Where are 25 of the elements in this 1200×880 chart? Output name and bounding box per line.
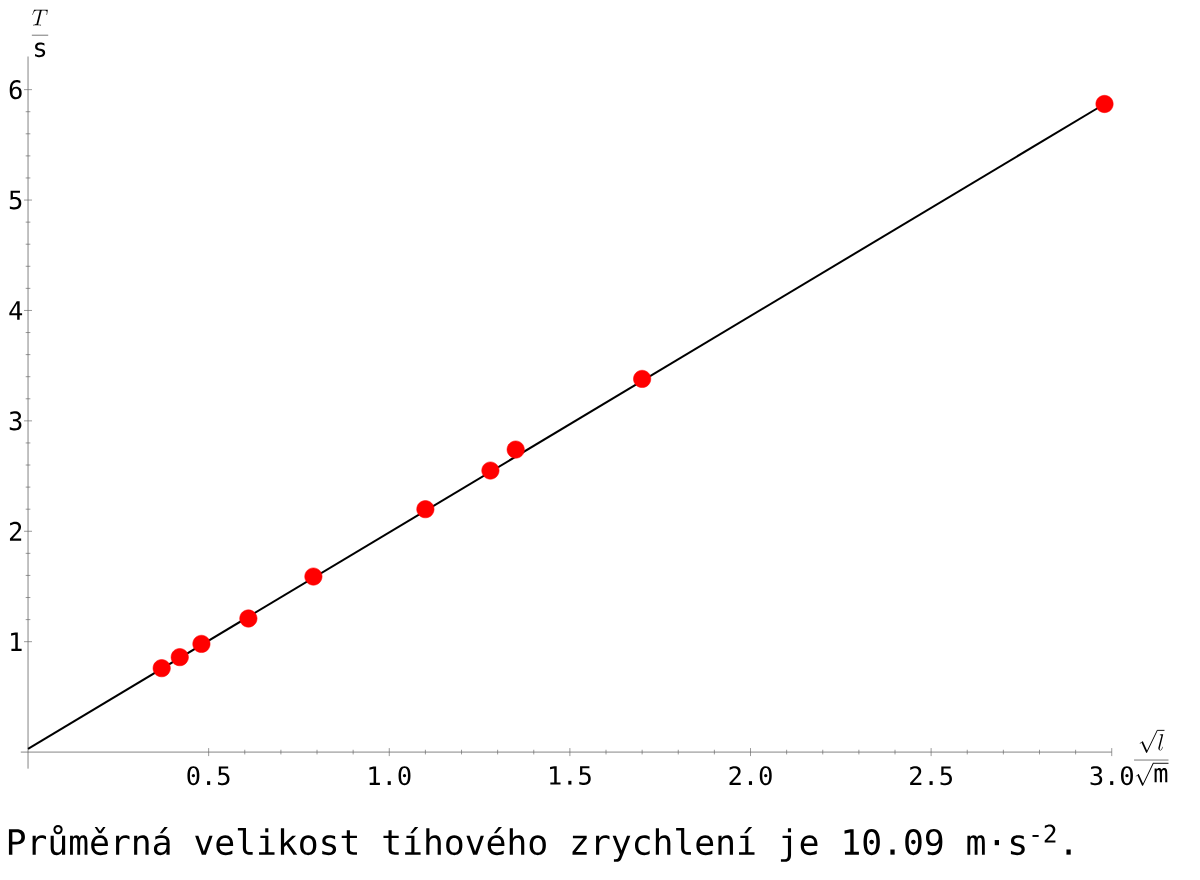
x-tick-label: 3.0 (1090, 766, 1133, 786)
point (1095, 95, 1114, 113)
point (170, 648, 189, 667)
x-tick-label: 1.5 (550, 766, 591, 785)
y-tick-label: 1 (11, 632, 22, 651)
text: Průměrná velikost tíhového zrychlení je 10.09 m·s$^{-2}$. (8, 824, 1071, 862)
x-tick-label: 2.5 (910, 766, 952, 786)
point (481, 461, 500, 480)
point (304, 567, 323, 586)
y-tick-label: 4 (9, 301, 23, 320)
y-tick-label: 2 (9, 521, 22, 541)
y-tick-label: 3 (9, 411, 22, 431)
x-tick-label: 0.5 (187, 766, 230, 786)
point (416, 500, 435, 519)
x-tick-label: 2.0 (729, 766, 772, 786)
x-axis-title: $\frac{\sqrt{l}}{\sqrt{\mathrm{m}}}$ (1134, 729, 1169, 786)
point (633, 369, 652, 388)
point (192, 634, 211, 653)
y-tick-label: 5 (9, 190, 22, 210)
point (506, 440, 525, 459)
x-tick-label: 1.0 (369, 766, 411, 786)
y-tick-label: 6 (9, 80, 22, 100)
point (152, 659, 171, 678)
point (239, 609, 258, 628)
y-axis-title: $\frac{T}{\mathrm{s}}$ (31, 9, 49, 58)
